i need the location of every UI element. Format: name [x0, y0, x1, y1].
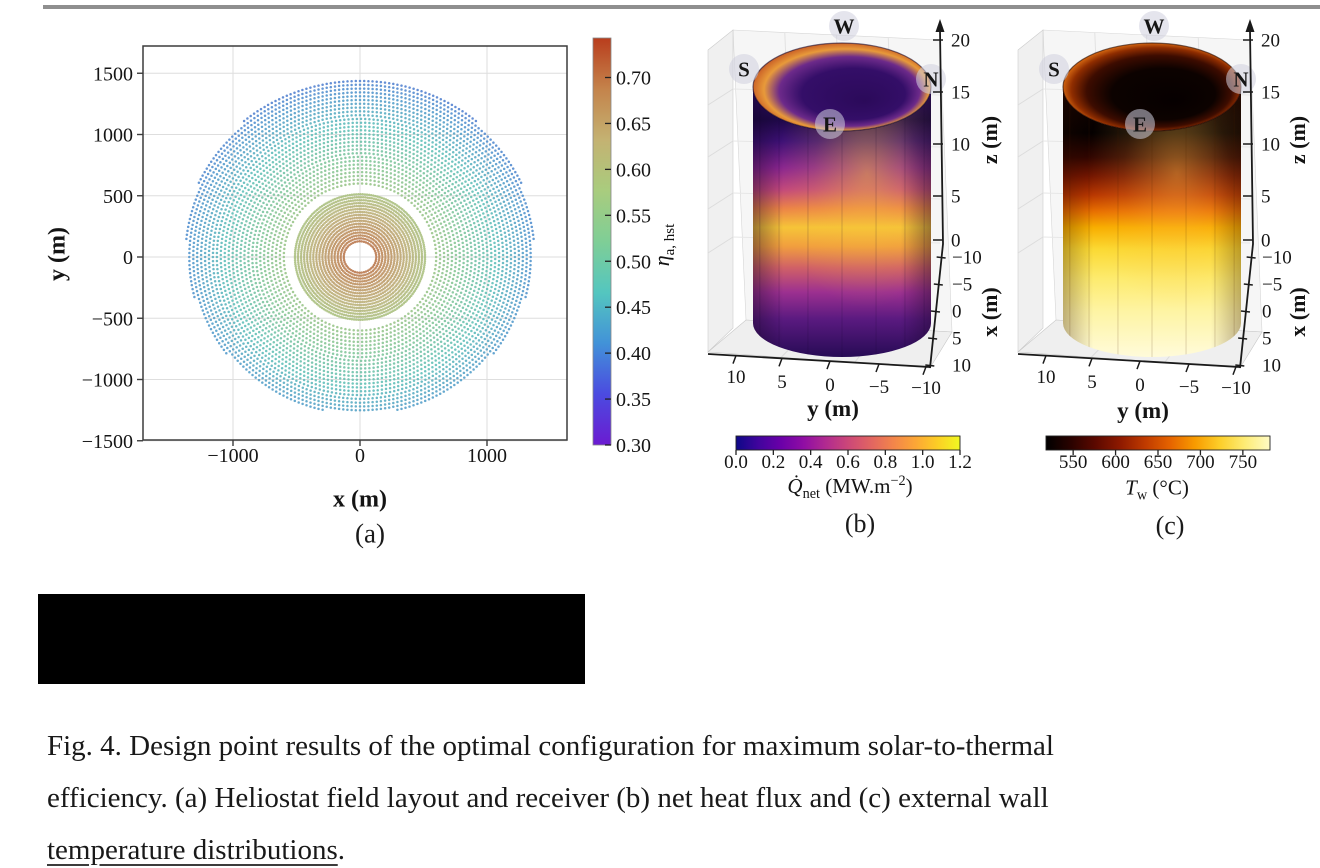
receiver-cylinder-surface: [752, 42, 932, 357]
panel-c-zlabel: z (m): [1285, 115, 1310, 165]
receiver-cylinder-surface: [1062, 42, 1242, 357]
panel-b-zlabel: z (m): [977, 115, 1002, 165]
figure-caption: Fig. 4. Design point results of the opti…: [47, 720, 1297, 868]
eta-symbol: η: [648, 255, 674, 267]
y-axis: 10 5 0 −5 −10: [1017, 353, 1251, 399]
tw-subscript: w: [1136, 487, 1148, 504]
qdot-symbol: Q̇: [787, 473, 803, 498]
tw-unit: (°C): [1147, 475, 1189, 500]
compass-badges: WS NE: [729, 11, 946, 139]
qdot-unit: (MW.m: [820, 473, 891, 498]
page-top-divider: [43, 5, 1320, 9]
y-axis: 10 5 0 −5 −10: [707, 353, 941, 399]
panel-b-xlabel: x (m): [977, 287, 1002, 337]
qdot-subscript: net: [802, 486, 821, 503]
x-axis-ticks: −1000 0 1000: [207, 440, 507, 467]
panel-a-colorbar-label: ηa, hst: [649, 224, 679, 267]
figure-4: −1000 0 1000 1500 1000 500 0 −500 −1000 −1500 0.70…: [44, 11, 1310, 549]
panel-c-colorbar-label: Tw (°C): [1125, 475, 1189, 504]
plot-frame: [142, 45, 568, 441]
panel-a-sublabel: (a): [355, 518, 385, 549]
panel-c-sublabel: (c): [1155, 511, 1185, 540]
colorbar-horizontal: 0.0 0.2 0.4 0.6 0.8 1.0 1.2: [724, 435, 972, 473]
caption-link[interactable]: temperature distributions: [47, 834, 338, 866]
panel-a-xlabel: x (m): [333, 486, 387, 513]
qdot-unit-close: ): [905, 473, 913, 498]
panel-c-xlabel: x (m): [1285, 287, 1310, 337]
panel-seams: [759, 87, 925, 357]
colorbar-horizontal: 550 600 650 700 750: [1045, 435, 1271, 473]
panel-a-ylabel: y (m): [44, 227, 71, 281]
redacted-block: [38, 594, 585, 684]
colorbar-efficiency: 0.700.650.600.550.500.450.400.350.30: [592, 37, 651, 457]
tw-symbol: T: [1125, 475, 1137, 500]
caption-line-3: temperature distributions.: [47, 824, 1297, 868]
panel-b-sublabel: (b): [844, 509, 876, 538]
caption-line-1: Fig. 4. Design point results of the opti…: [47, 730, 1054, 762]
panel-c-ylabel: y (m): [1117, 398, 1169, 423]
caption-period: .: [337, 834, 345, 866]
panel-b-ylabel: y (m): [807, 396, 859, 421]
eta-subscript: a, hst: [662, 223, 679, 256]
caption-line-2: efficiency. (a) Heliostat field layout a…: [47, 782, 1049, 814]
panel-b-colorbar-label: Q̇net (MW.m−2): [787, 473, 912, 503]
heliostat-scatter-points: [185, 79, 535, 412]
qdot-exponent: −2: [890, 472, 906, 489]
compass-badges: WS NE: [1039, 11, 1256, 139]
panel-seams: [1069, 87, 1235, 357]
